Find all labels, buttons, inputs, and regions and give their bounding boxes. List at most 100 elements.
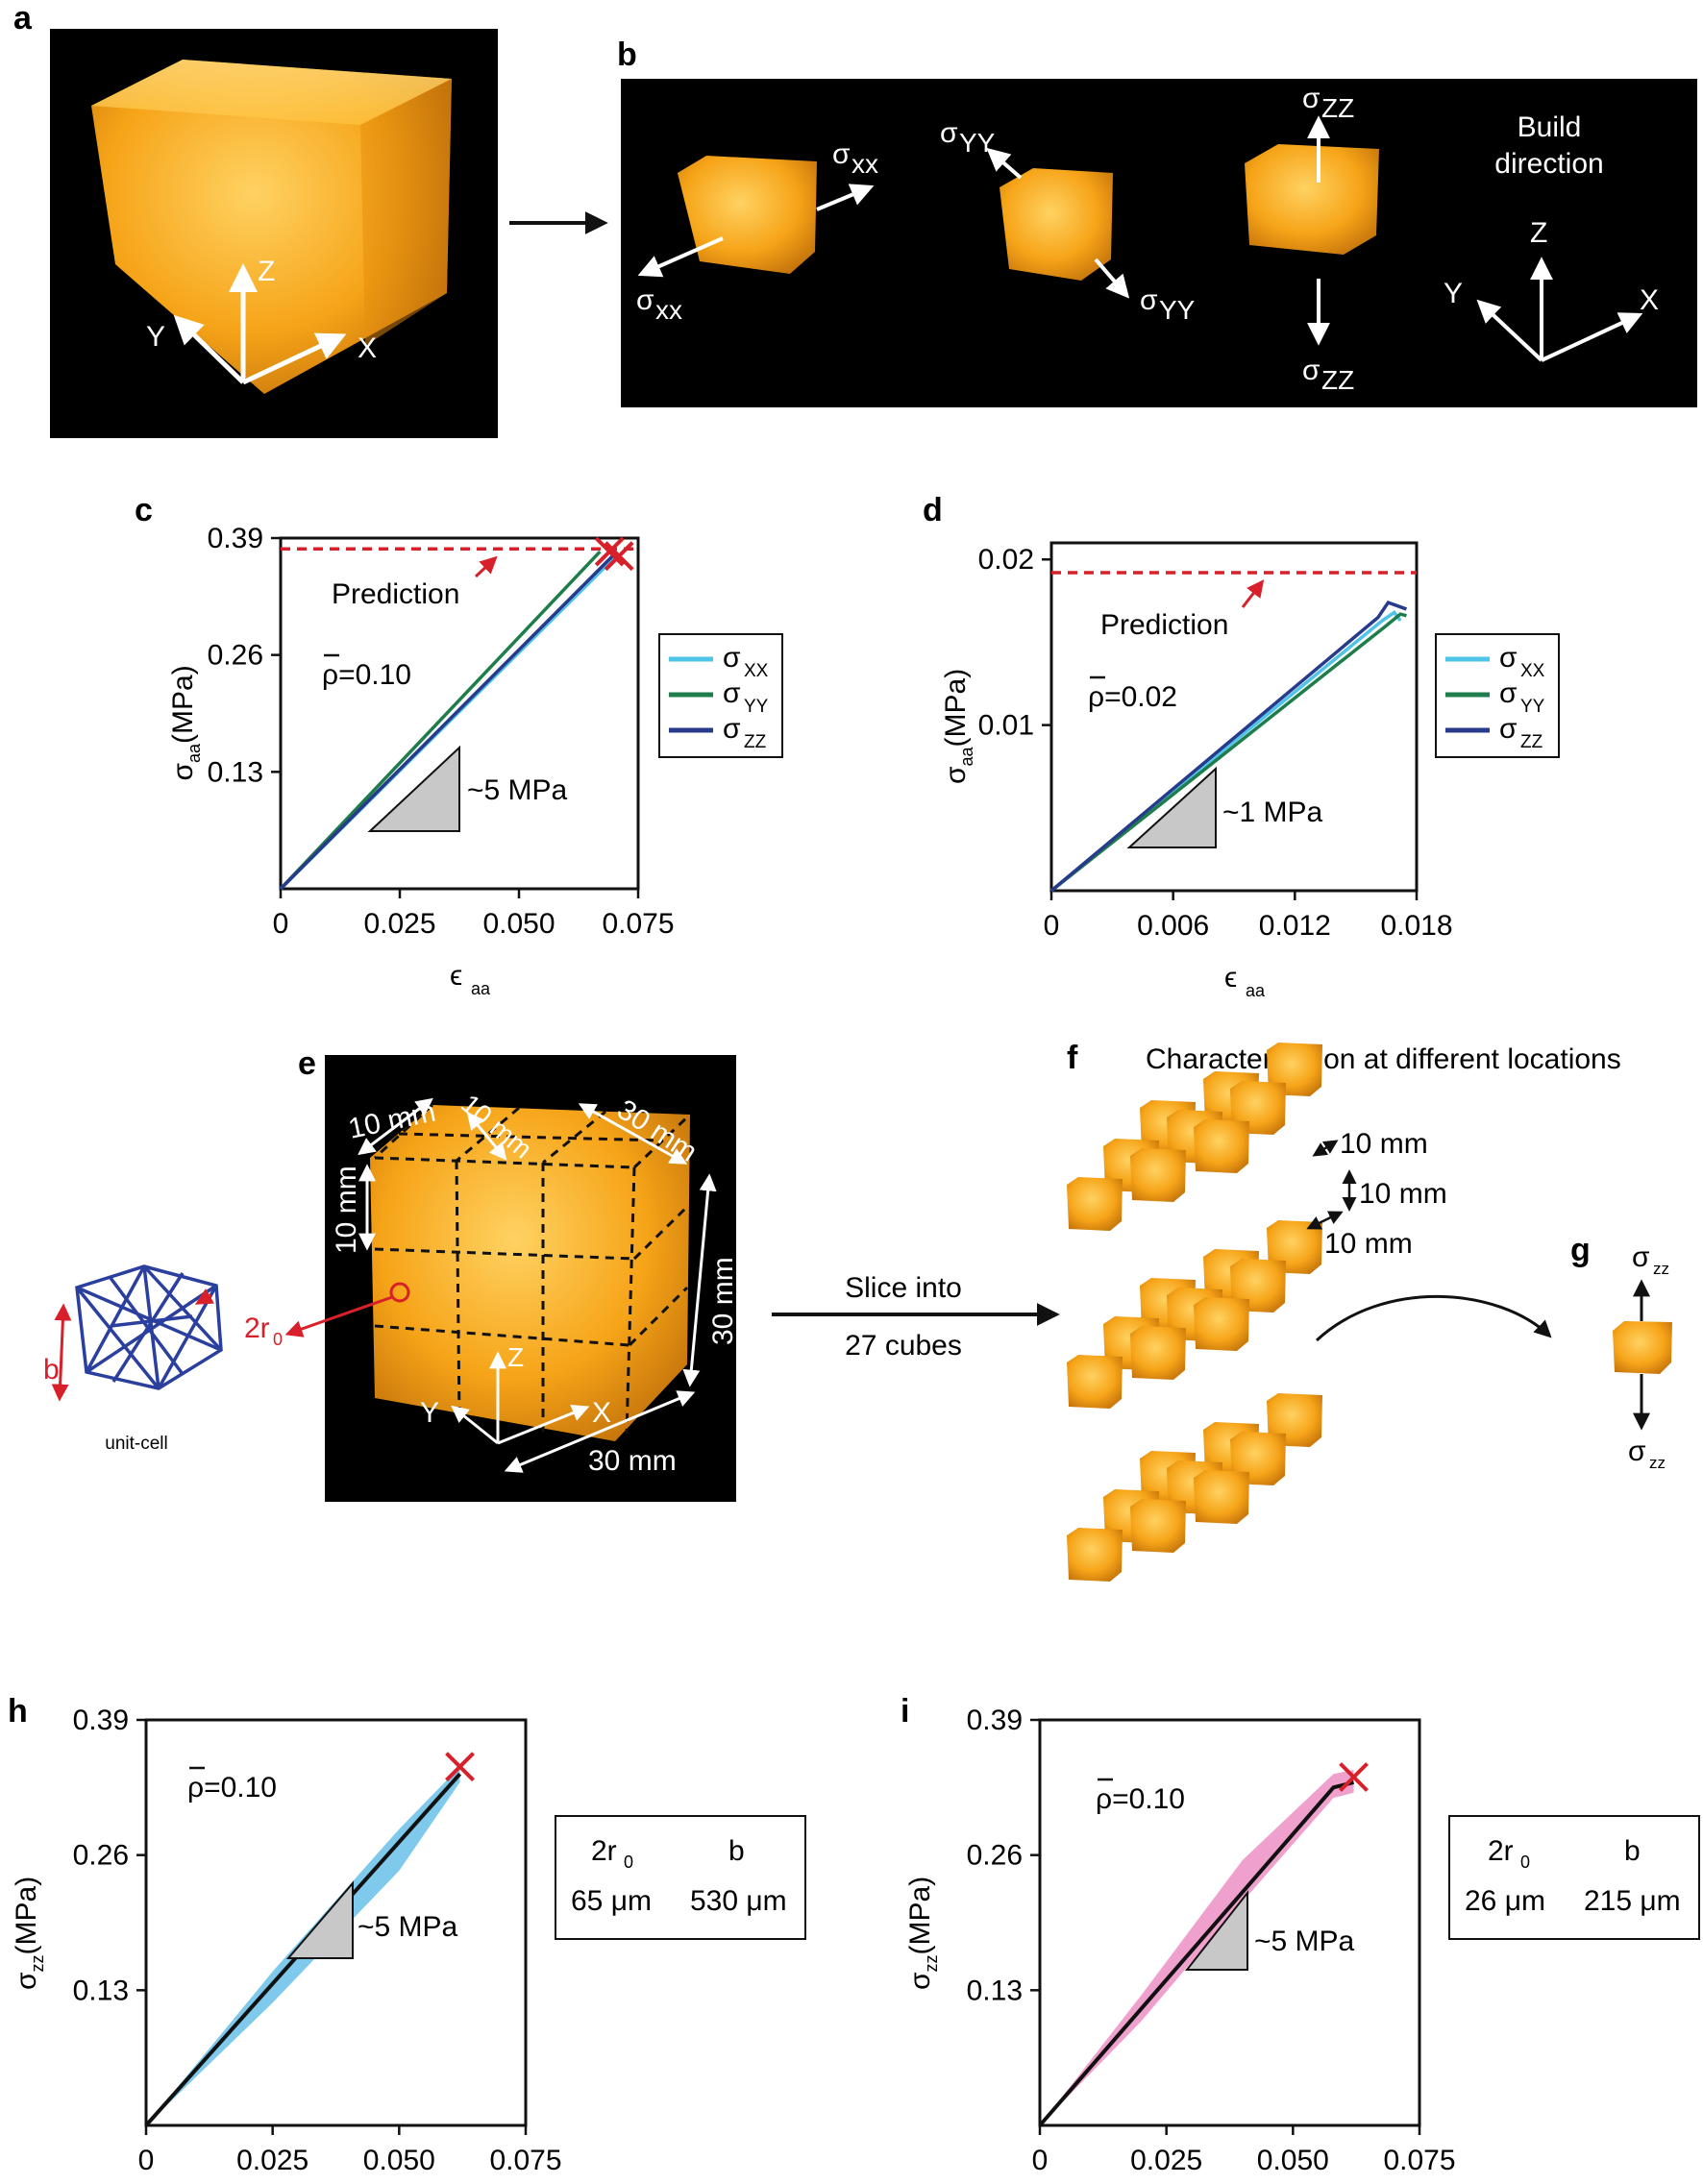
slope-label-h: ~5 MPa [358,1911,458,1943]
panel-letter-e: e [298,1045,316,1082]
y-tick-label-i: 0.26 [967,1840,1023,1872]
x-axis-label-sub-d: aa [1246,981,1266,1000]
density-label-i: ρ=0.10 [1096,1783,1185,1815]
x-tick-label-h: 0.075 [489,2145,561,2176]
legend-c: σ XX σ YY σ ZZ [658,633,783,758]
svg-text:σ: σ [1140,284,1158,316]
y-tick-label-d: 0.01 [978,710,1034,742]
x-tick-label-i: 0.025 [1130,2145,1202,2176]
small-cube [1194,1470,1249,1524]
y-tick-label-c: 0.13 [208,756,263,788]
x-axis-label-c: ϵ [450,960,462,992]
y-tick-label-h: 0.13 [73,1975,129,2006]
svg-text:Y: Y [420,1397,439,1429]
failure-marker-c [594,536,625,567]
y-tick-label-c: 0.26 [208,640,263,672]
small-cube [1194,1119,1249,1173]
svg-text:X: X [592,1397,611,1429]
svg-text:σ: σ [1499,642,1518,674]
svg-text:0: 0 [624,1853,633,1872]
svg-text:2r: 2r [591,1835,617,1867]
cube-side-face [360,79,452,346]
x-tick-label-d: 0.012 [1259,910,1331,942]
slice-label-2: 27 cubes [845,1330,962,1362]
svg-text:10 mm: 10 mm [1359,1178,1447,1210]
x-tick-label-h: 0.050 [363,2145,435,2176]
x-tick-label-c: 0 [273,908,289,940]
svg-text:530 μm: 530 μm [690,1885,787,1917]
slope-label-i: ~5 MPa [1254,1926,1355,1957]
chart-h: 00.0250.0500.0750.130.260.39ϵzzσzz(MPa)ρ… [11,1705,562,2176]
table-h: 2r 0 b 65 μm 530 μm [555,1815,806,1940]
sliced-cubes [1067,1043,1322,1582]
build-direction-line1: Build [1518,111,1582,143]
y-axis-label-i: σzz(MPa) [904,1877,941,1990]
panel-a: Z X Y [50,29,498,438]
y-tick-label-d: 0.02 [978,544,1034,576]
svg-text:2r: 2r [1488,1835,1514,1867]
svg-text:10 mm: 10 mm [1340,1128,1428,1160]
small-cube [1130,1326,1186,1380]
svg-text:σ: σ [1302,355,1320,386]
slope-triangle-c [367,745,460,832]
small-cube [1130,1148,1186,1202]
x-axis-arrow [241,332,347,385]
svg-text:σ: σ [723,713,741,745]
svg-text:XX: XX [1520,661,1545,681]
x-tick-label-i: 0 [1032,2145,1049,2176]
x-tick-label-h: 0.025 [236,2145,309,2176]
svg-text:65 μm: 65 μm [571,1885,652,1917]
svg-text:215 μm: 215 μm [1584,1885,1681,1917]
panel-e: Z X Y 10 mm 10 mm 10 mm 30 mm 30 mm 30 m… [284,1055,739,1502]
legend-d: σ XX σ YY σ ZZ [1435,633,1560,758]
svg-text:xx: xx [852,149,878,179]
series-c-σZZ [279,552,616,891]
x-tick-label-d: 0 [1044,910,1060,942]
prediction-arrow-d [1241,579,1265,608]
svg-text:zz: zz [1649,1454,1666,1472]
panel-letter-g: g [1570,1232,1591,1268]
table-i: 2r 0 b 26 μm 215 μm [1448,1815,1700,1940]
series-c-σYY [279,550,602,891]
y-tick-label-h: 0.26 [73,1840,129,1872]
small-cube [1067,1528,1123,1582]
svg-text:b: b [1624,1835,1641,1867]
unit-cell: b 2r 0 unit-cell [43,1264,283,1454]
slice-label-1: Slice into [845,1272,962,1304]
plot-frame-h [144,1718,528,2127]
svg-text:b: b [43,1354,60,1386]
svg-text:Z: Z [1530,217,1547,249]
prediction-label-c: Prediction [332,578,459,610]
svg-text:Y: Y [1444,278,1463,309]
prediction-arrow-c [474,555,498,578]
svg-text:zz: zz [1653,1260,1669,1278]
x-tick-label-d: 0.018 [1380,910,1452,942]
panel-letter-a: a [13,0,33,37]
svg-text:b: b [728,1835,745,1867]
x-tick-label-i: 0.075 [1383,2145,1455,2176]
x-label: X [358,332,377,364]
svg-text:30 mm: 30 mm [588,1445,677,1477]
svg-text:ZZ: ZZ [1520,732,1543,752]
slope-triangle-i [1184,1890,1248,1971]
svg-text:ZZ: ZZ [1321,93,1354,123]
svg-text:X: X [1640,284,1659,316]
x-tick-label-c: 0.050 [482,908,555,940]
small-cube [1067,1355,1123,1409]
panel-letter-f: f [1067,1040,1078,1076]
svg-text:σ: σ [1499,677,1518,709]
panel-g: σ zz σ zz [1613,1241,1672,1472]
panel-b: σ xx σ xx σ YY σ YY σ ZZ σ ZZ Build dire… [621,79,1697,407]
failure-marker-i [1339,1762,1369,1792]
chart-i: 00.0250.0500.0750.130.260.39ϵzzσzz(MPa)ρ… [904,1705,1456,2176]
x-tick-label-c: 0.075 [602,908,674,940]
slope-triangle-d [1126,766,1217,848]
svg-text:σ: σ [723,677,741,709]
svg-text:YY: YY [1159,295,1196,325]
svg-text:YY: YY [744,697,769,717]
svg-text:Z: Z [507,1342,524,1372]
x-axis-label-sub-c: aa [471,979,491,998]
panel-letter-h: h [8,1693,28,1730]
